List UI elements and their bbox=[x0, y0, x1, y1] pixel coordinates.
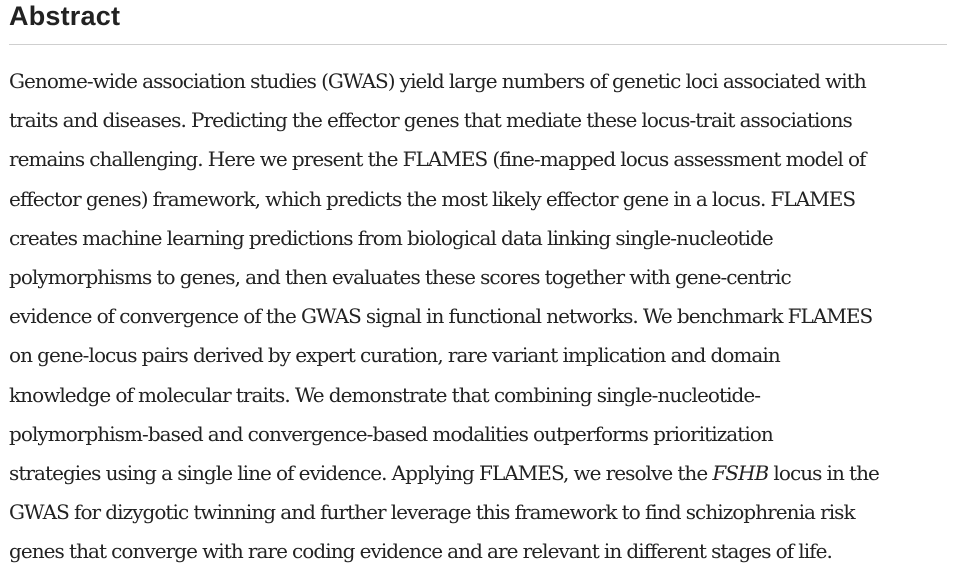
abstract-line: Genome-wide association studies (GWAS) y… bbox=[9, 69, 867, 93]
abstract-line: creates machine learning predictions fro… bbox=[9, 225, 774, 250]
abstract-section: Abstract Genome-wide association studies… bbox=[9, 0, 947, 572]
abstract-text-segment: locus in the bbox=[768, 461, 879, 486]
abstract-line: genes that converge with rare coding evi… bbox=[9, 539, 833, 564]
abstract-line: evidence of convergence of the GWAS sign… bbox=[9, 304, 873, 329]
abstract-line: on gene-locus pairs derived by expert cu… bbox=[9, 343, 781, 368]
abstract-line: knowledge of molecular traits. We demons… bbox=[9, 382, 761, 407]
abstract-line: strategies using a single line of eviden… bbox=[9, 454, 947, 493]
heading-divider bbox=[9, 44, 947, 45]
abstract-heading: Abstract bbox=[9, 1, 121, 31]
abstract-line: remains challenging. Here we present the… bbox=[9, 147, 866, 172]
abstract-line: effector genes) framework, which predict… bbox=[9, 186, 856, 211]
gene-name-italic: FSHB bbox=[712, 461, 769, 486]
abstract-line: polymorphism-based and convergence-based… bbox=[9, 421, 774, 446]
abstract-text-segment: strategies using a single line of eviden… bbox=[9, 461, 713, 486]
abstract-paragraph: Genome-wide association studies (GWAS) y… bbox=[9, 45, 947, 572]
abstract-line: GWAS for dizygotic twinning and further … bbox=[9, 500, 856, 525]
abstract-line: traits and diseases. Predicting the effe… bbox=[9, 108, 853, 133]
abstract-line: polymorphisms to genes, and then evaluat… bbox=[9, 265, 792, 290]
